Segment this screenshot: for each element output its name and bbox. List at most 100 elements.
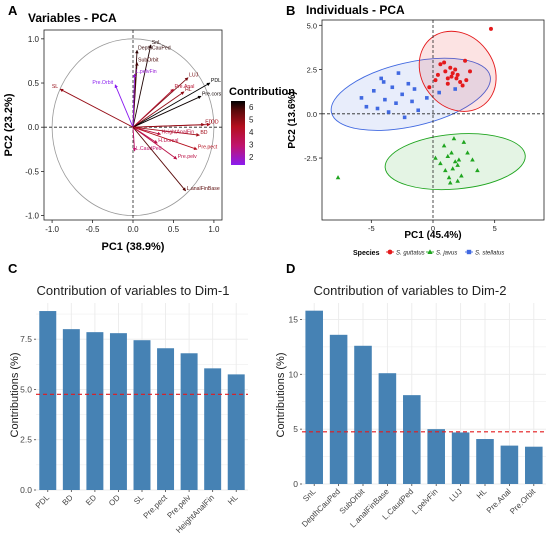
panel-a-ylabel: PC2 (23.2%)	[3, 93, 15, 156]
x-tick-label: 0.5	[168, 225, 180, 234]
point-s-stellatus	[402, 115, 407, 120]
point-s-guttatus	[454, 76, 459, 81]
loading-label-depthcauped: DepthCauPed	[138, 45, 171, 51]
point-s-javus	[451, 136, 457, 141]
contribution-colorbar	[231, 101, 245, 165]
x-tick-label-pre-orbit: Pre.Orbit	[508, 487, 538, 517]
y-tick-label: 0.0	[20, 485, 32, 495]
x-tick-label-snl: SnL	[301, 487, 318, 504]
panel-b-plot	[322, 20, 544, 220]
legend-label-s-guttatus: S. guttatus	[396, 251, 425, 257]
x-tick-label: 0.0	[127, 225, 139, 234]
loading-label-pre-pect: Pre.pect	[198, 144, 218, 150]
panel-letter-b: B	[286, 3, 295, 18]
panel-a-xlabel: PC1 (38.9%)	[102, 241, 165, 253]
bar-bd	[62, 329, 80, 490]
bar-pre-anal	[500, 445, 519, 484]
loading-arrow-pre-pect	[132, 126, 198, 151]
x-tick-label: 5	[493, 224, 497, 233]
loading-arrow-l-caudped	[132, 127, 137, 152]
point-s-stellatus	[410, 99, 414, 104]
panel-c-title: Contribution of variables to Dim-1	[37, 283, 230, 298]
point-s-guttatus	[450, 71, 455, 76]
x-tick-label-hl: HL	[226, 493, 240, 507]
panel-b-title: Individuals - PCA	[306, 3, 405, 17]
legend-label-s-stellatus: S. stellatus	[475, 251, 504, 257]
y-tick-label: 0.0	[307, 110, 317, 119]
panel-b-legend: Species S. guttatus S. javus S. stellatus	[353, 249, 504, 257]
loading-label-l-caudped: L.CaudPed	[136, 146, 162, 152]
point-s-guttatus	[433, 78, 438, 83]
y-tick-label: -1.0	[25, 212, 39, 221]
y-tick-label: 15	[289, 314, 299, 324]
y-tick-label: 0	[293, 479, 298, 489]
point-s-guttatus	[449, 74, 454, 79]
bar-hl	[476, 439, 494, 484]
legend-label-s-javus: S. javus	[436, 251, 457, 257]
legend-key-s-javus	[427, 249, 433, 254]
x-tick-label: 0	[431, 224, 435, 233]
point-s-guttatus	[445, 76, 450, 81]
panel-c: C Contribution of variables to Dim-1 Con…	[8, 261, 248, 535]
colorbar-tick-label: 2	[249, 153, 254, 162]
point-s-stellatus	[375, 106, 380, 111]
bar-ed	[86, 332, 104, 490]
point-s-javus	[456, 157, 462, 162]
y-tick-label: -2.5	[304, 154, 317, 163]
bar-l-analfinbase	[378, 373, 397, 484]
loading-arrow-pdl	[132, 82, 211, 128]
panel-a-y-ticks: -1.0 -0.5 0.0 0.5 1.0	[25, 35, 44, 221]
y-tick-label: 5.0	[307, 21, 317, 30]
panel-a-title: Variables - PCA	[28, 11, 117, 25]
point-s-guttatus	[455, 72, 460, 77]
bar-sl	[133, 340, 151, 490]
panel-d-plot: 051015SnLDepthCauPedSubOrbitL.analFinBas…	[289, 303, 546, 530]
point-s-guttatus	[443, 69, 448, 74]
bar-depthcauped	[329, 334, 348, 484]
bar-snl	[305, 310, 323, 484]
point-s-javus	[335, 175, 341, 180]
point-s-javus	[475, 168, 480, 173]
bar-heightanalfin	[204, 368, 222, 490]
point-s-guttatus	[460, 83, 465, 88]
loading-label-pre-pelv: Pre.pelv	[178, 154, 197, 160]
x-tick-label-od: OD	[107, 493, 122, 508]
loading-arrow-l-analfinbase	[132, 126, 186, 192]
bar-pdl	[39, 311, 57, 490]
point-s-javus	[441, 143, 447, 148]
point-s-stellatus	[412, 87, 417, 91]
panel-d-ylabel: Contributions (%)	[275, 353, 287, 438]
point-s-javus	[447, 180, 453, 185]
loading-label-l-analfinbase: L.analFinBase	[187, 186, 220, 192]
x-tick-label-pdl: PDL	[34, 493, 52, 511]
point-s-guttatus	[442, 60, 447, 65]
loading-arrow-pre-cors	[132, 95, 202, 128]
loading-arrow-l-pelvfin	[132, 73, 137, 128]
panel-b-x-ticks: -5 0 5	[368, 220, 497, 233]
loading-arrow-ed	[132, 122, 205, 128]
point-s-javus	[470, 157, 475, 162]
point-s-stellatus	[379, 76, 383, 81]
loading-arrow-snl	[132, 44, 152, 128]
loading-arrow-bd	[132, 126, 200, 137]
loading-arrow-pre-pelv	[132, 126, 178, 160]
panel-b-xlabel: PC1 (45.4%)	[404, 230, 461, 241]
panel-a-legend-title: Contribution	[229, 86, 295, 98]
loading-label-pdl: PDL	[211, 78, 221, 84]
y-tick-label: -0.5	[25, 167, 39, 176]
panel-c-ylabel: Contributions (%)	[9, 353, 21, 438]
y-tick-label: 7.5	[20, 334, 32, 344]
y-tick-label: 2.5	[20, 435, 32, 445]
x-tick-label: -5	[368, 224, 375, 233]
point-s-javus	[455, 178, 460, 183]
loading-label-sl: SL	[52, 84, 58, 90]
point-s-javus	[449, 150, 454, 155]
colorbar-tick-label: 3	[249, 141, 254, 150]
point-s-javus	[459, 173, 464, 178]
panel-d: D Contribution of variables to Dim-2 Con…	[275, 261, 546, 530]
point-s-guttatus	[458, 79, 463, 84]
y-tick-label: 5.0	[20, 384, 32, 394]
